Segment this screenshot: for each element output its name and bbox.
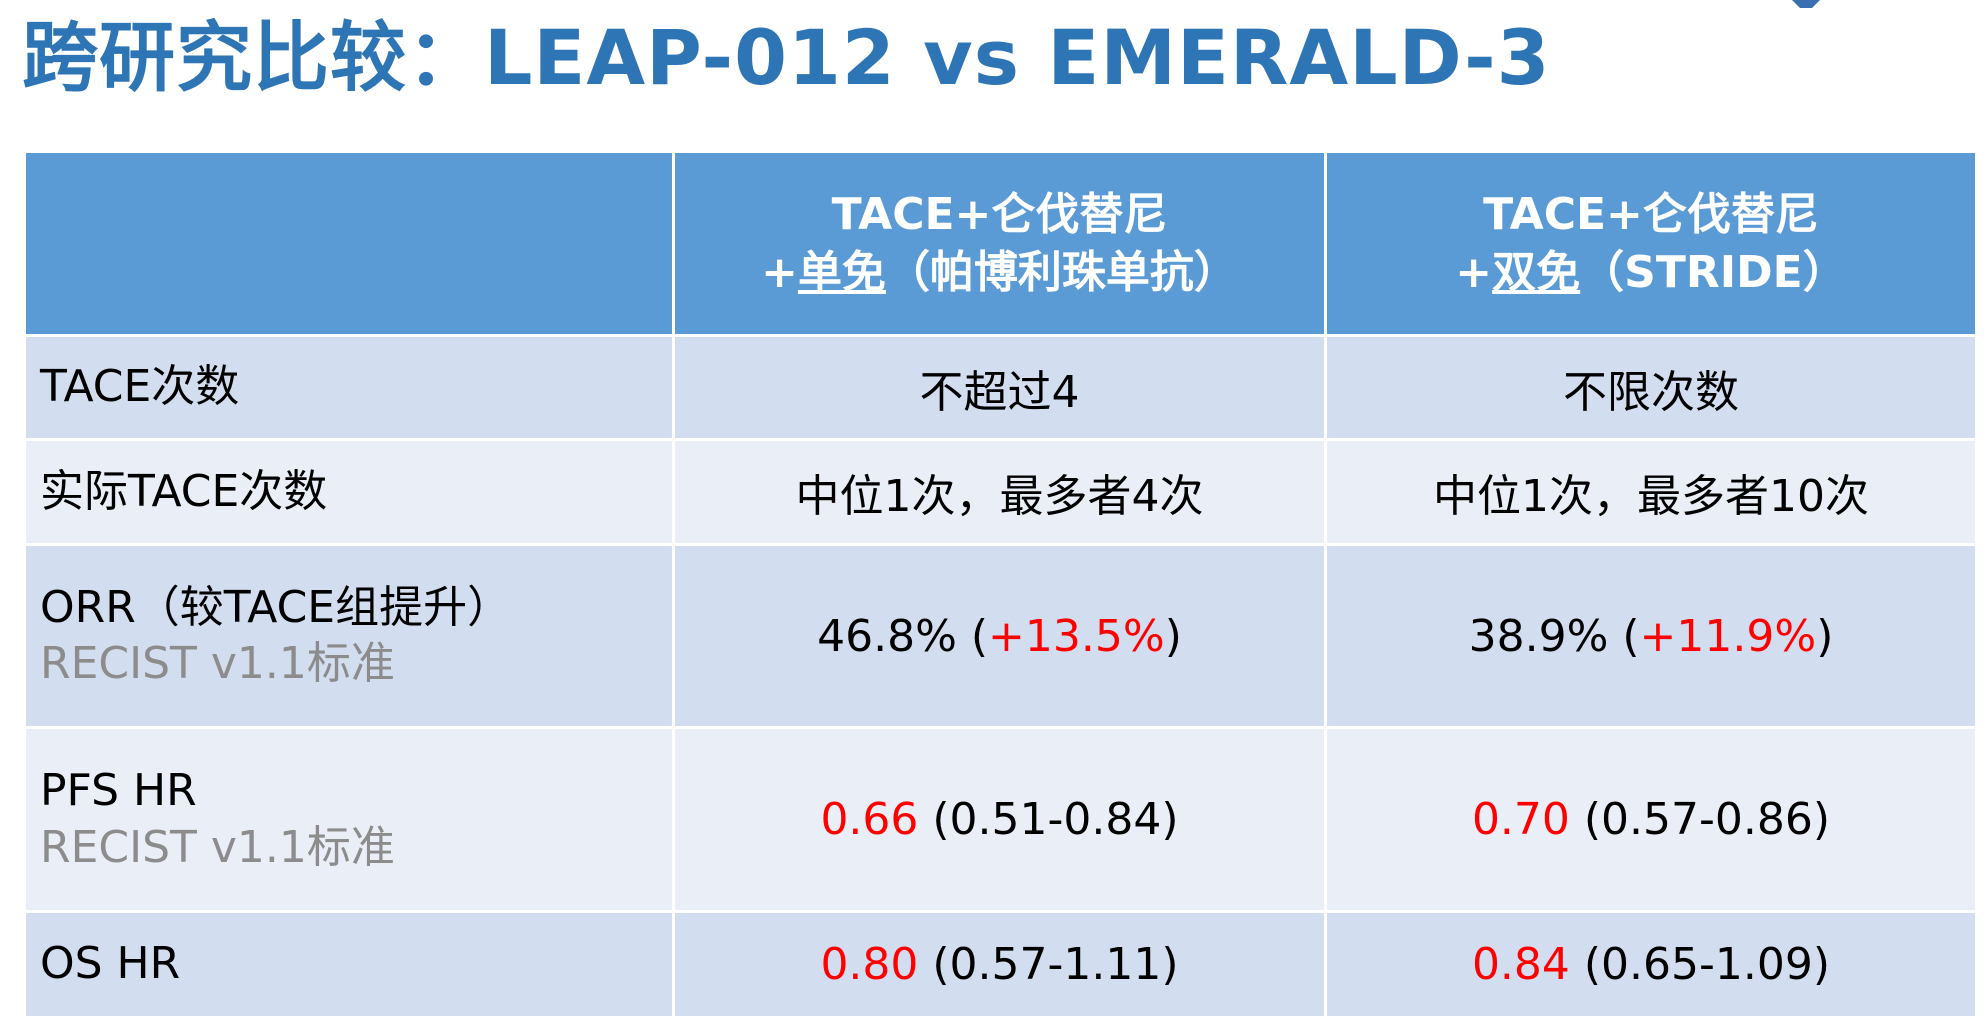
pfs-emerald3-ci: (0.57-0.86)	[1569, 794, 1831, 845]
os-emerald3-hr: 0.84	[1471, 939, 1570, 990]
orr-emerald3-close: )	[1816, 610, 1834, 662]
orr-emerald3-gain: +11.9%	[1639, 610, 1817, 662]
corner-logo-fragment	[1792, 0, 1820, 8]
header-leap012-drug: （帕博利珠单抗）	[885, 246, 1238, 298]
cell-os-leap012: 0.80 (0.57-1.11)	[672, 910, 1327, 1019]
table-row-orr: ORR（较TACE组提升） RECIST v1.1标准 46.8% (+13.5…	[23, 543, 1978, 729]
header-emerald3-plus: +	[1455, 246, 1493, 298]
slide-title: 跨研究比较：LEAP-012 vs EMERALD-3	[22, 13, 1551, 102]
header-leap012-plus: +	[761, 246, 798, 298]
row-label-pfs-hr: PFS HR RECIST v1.1标准	[23, 726, 675, 913]
header-emerald3-line1: TACE+仑伐替尼	[1483, 189, 1819, 241]
cell-orr-emerald3: 38.9% (+11.9%)	[1324, 543, 1978, 729]
orr-emerald3-value: 38.9% (	[1468, 610, 1640, 662]
header-empty-cell	[23, 150, 675, 337]
table-row-actual-tace: 实际TACE次数 中位1次，最多者4次 中位1次，最多者10次	[23, 438, 1978, 546]
header-emerald3-dual-immuno: 双免	[1492, 246, 1581, 298]
header-row: TACE+仑伐替尼 +单免（帕博利珠单抗） TACE+仑伐替尼 +双免（STRI…	[23, 150, 1978, 337]
orr-label-text: ORR（较TACE组提升）	[40, 581, 512, 633]
pfs-leap012-ci: (0.51-0.84)	[918, 794, 1179, 845]
header-leap012-mono-immuno: 单免	[797, 246, 886, 298]
cell-pfs-leap012: 0.66 (0.51-0.84)	[672, 726, 1327, 913]
os-leap012-hr: 0.80	[820, 939, 919, 990]
pfs-leap012-hr: 0.66	[820, 794, 919, 845]
header-leap012-line1: TACE+仑伐替尼	[831, 189, 1168, 241]
orr-criteria-sublabel: RECIST v1.1标准	[40, 638, 395, 689]
row-label-os-hr: OS HR	[23, 910, 675, 1019]
cell-tace-count-leap012: 不超过4	[672, 334, 1327, 441]
table-row-pfs-hr: PFS HR RECIST v1.1标准 0.66 (0.51-0.84) 0.…	[23, 726, 1978, 913]
table-row-tace-count: TACE次数 不超过4 不限次数	[23, 334, 1978, 441]
os-leap012-ci: (0.57-1.11)	[918, 939, 1179, 990]
orr-leap012-close: )	[1164, 610, 1182, 662]
cell-pfs-emerald3: 0.70 (0.57-0.86)	[1324, 726, 1978, 913]
header-emerald3-drug: （STRIDE）	[1580, 246, 1847, 298]
row-label-tace-count: TACE次数	[23, 334, 675, 441]
pfs-emerald3-hr: 0.70	[1471, 794, 1570, 845]
os-emerald3-ci: (0.65-1.09)	[1569, 939, 1831, 990]
cell-orr-leap012: 46.8% (+13.5%)	[672, 543, 1327, 729]
header-emerald3: TACE+仑伐替尼 +双免（STRIDE）	[1324, 150, 1978, 337]
cell-actual-tace-emerald3: 中位1次，最多者10次	[1324, 438, 1978, 546]
pfs-label-text: PFS HR	[40, 765, 197, 817]
comparison-table: TACE+仑伐替尼 +单免（帕博利珠单抗） TACE+仑伐替尼 +双免（STRI…	[23, 150, 1978, 1019]
cell-actual-tace-leap012: 中位1次，最多者4次	[672, 438, 1327, 546]
row-label-actual-tace: 实际TACE次数	[23, 438, 675, 546]
row-label-orr: ORR（较TACE组提升） RECIST v1.1标准	[23, 543, 675, 729]
orr-leap012-gain: +13.5%	[988, 610, 1165, 662]
table-row-os-hr: OS HR 0.80 (0.57-1.11) 0.84 (0.65-1.09)	[23, 910, 1978, 1019]
pfs-criteria-sublabel: RECIST v1.1标准	[40, 821, 395, 873]
header-leap012: TACE+仑伐替尼 +单免（帕博利珠单抗）	[672, 150, 1327, 337]
cell-tace-count-emerald3: 不限次数	[1324, 334, 1978, 441]
cell-os-emerald3: 0.84 (0.65-1.09)	[1324, 910, 1978, 1019]
orr-leap012-value: 46.8% (	[817, 610, 989, 662]
